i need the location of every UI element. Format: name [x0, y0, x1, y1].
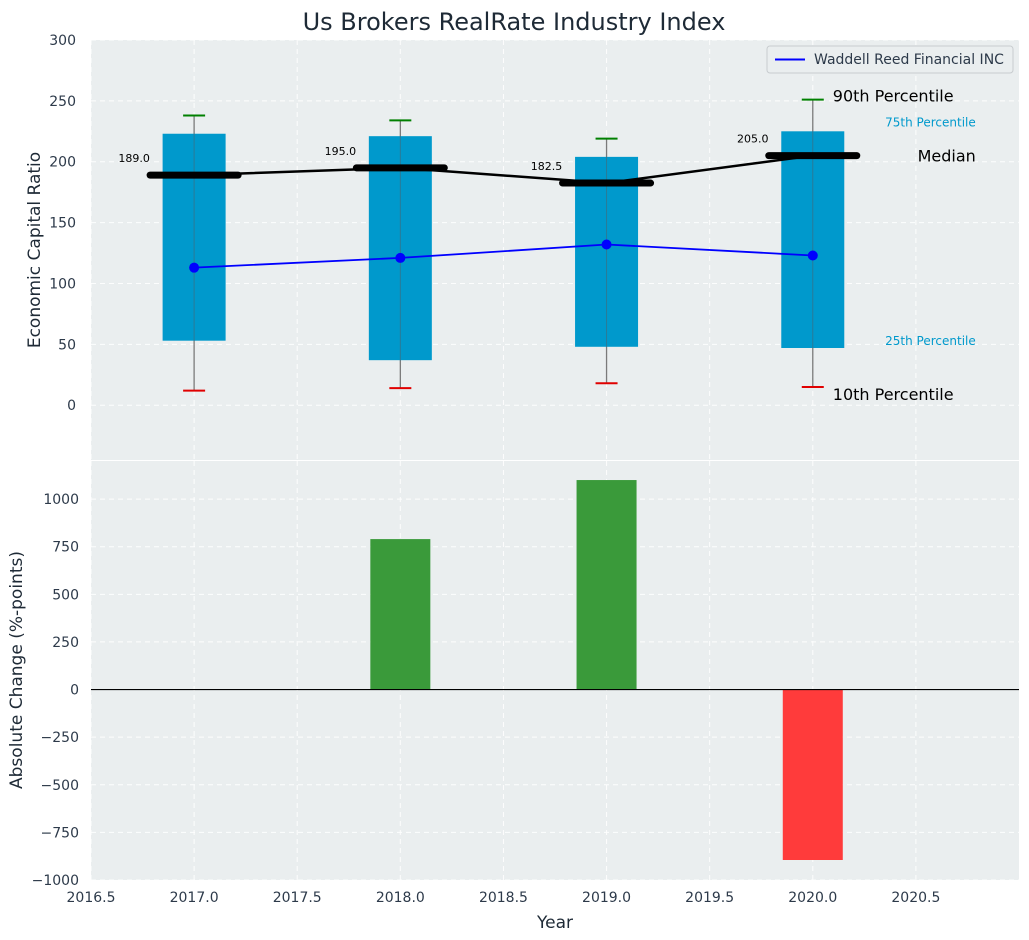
- x-tick-label: 2018.5: [479, 890, 528, 906]
- bottom-y-tick-label: 1000: [43, 492, 79, 508]
- x-tick-label: 2018.0: [376, 890, 425, 906]
- top-y-tick-label: 100: [49, 276, 76, 292]
- chart-title: Us Brokers RealRate Industry Index: [303, 8, 726, 36]
- legend-entry: Waddell Reed Financial INC: [814, 52, 1004, 68]
- x-tick-label: 2017.0: [170, 890, 219, 906]
- x-tick-label: 2019.0: [582, 890, 631, 906]
- change-bar: [576, 480, 637, 690]
- company-series-point: [395, 252, 406, 263]
- bottom-panel: −1000 −750 −500 −250 0 250 500 750 1000 2016.5 201…: [32, 461, 1019, 906]
- x-tick-label: 2020.0: [788, 890, 837, 906]
- bottom-y-axis-label: Absolute Change (%-points): [7, 551, 27, 789]
- annotation-median: Median: [918, 147, 976, 166]
- bottom-y-tick-label: −1000: [32, 873, 79, 889]
- bottom-y-tick-label: −750: [41, 825, 79, 841]
- company-series-point: [189, 262, 200, 273]
- median-trend-line: [194, 154, 813, 185]
- bottom-y-tick-label: −500: [41, 778, 79, 794]
- annotation-10th: 10th Percentile: [833, 385, 954, 404]
- top-panel: 0 50 100 150 200 250 300 189.0 195.0 182.5 205.0 90…: [49, 33, 1019, 460]
- annotation-25th: 25th Percentile: [885, 334, 976, 348]
- legend-box: [766, 45, 1014, 74]
- x-tick-label: 2017.5: [273, 890, 322, 906]
- median-value-label: 195.0: [325, 145, 357, 158]
- top-y-tick-label: 200: [49, 155, 76, 171]
- bottom-y-tick-label: 500: [52, 587, 79, 603]
- bottom-y-tick-label: 0: [70, 683, 79, 699]
- median-value-label: 189.0: [118, 152, 150, 165]
- top-y-tick-label: 300: [49, 33, 76, 49]
- top-y-tick-label: 0: [67, 398, 76, 414]
- median-value-label: 205.0: [737, 133, 769, 146]
- top-y-axis-label: Economic Capital Ratio: [25, 152, 45, 348]
- bottom-y-tick-label: 750: [52, 540, 79, 556]
- top-y-tick-label: 250: [49, 94, 76, 110]
- bottom-y-tick-label: 250: [52, 635, 79, 651]
- change-bar: [370, 539, 431, 690]
- x-tick-label: 2016.5: [67, 890, 116, 906]
- top-y-tick-label: 50: [58, 337, 76, 353]
- bottom-plot-area: [91, 461, 1019, 880]
- legend: Waddell Reed Financial INC: [766, 45, 1014, 74]
- change-bar: [782, 689, 843, 861]
- median-value-label: 182.5: [531, 160, 563, 173]
- x-tick-label: 2020.5: [891, 890, 940, 906]
- top-y-tick-label: 150: [49, 216, 76, 232]
- company-series-point: [601, 239, 612, 250]
- x-tick-label: 2019.5: [685, 890, 734, 906]
- x-axis-label: Year: [536, 913, 573, 933]
- bottom-y-tick-label: −250: [41, 730, 79, 746]
- top-plot-area: [91, 40, 1019, 460]
- company-series-line: [194, 243, 813, 269]
- annotation-90th: 90th Percentile: [833, 87, 954, 106]
- annotation-75th: 75th Percentile: [885, 115, 976, 129]
- company-series-point: [807, 250, 818, 261]
